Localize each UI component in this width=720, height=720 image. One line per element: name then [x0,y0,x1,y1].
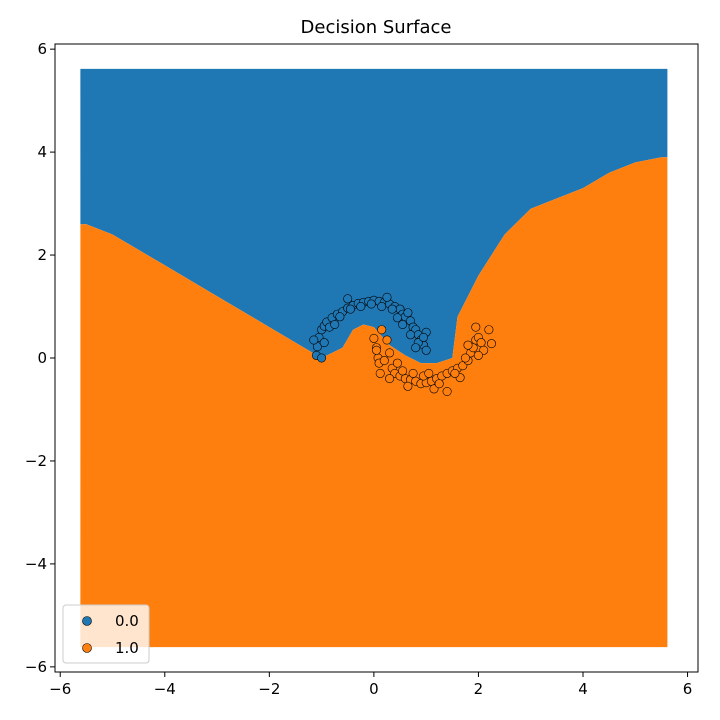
point-series-1-31 [471,322,481,332]
y-tick-label-2: −2 [25,452,47,470]
x-tick-label-2: −2 [258,680,280,698]
point-series-0-43 [343,294,353,304]
x-tick-label-6: 6 [683,680,693,698]
point-series-0-42 [309,335,319,345]
point-series-1-48 [463,340,473,350]
point-series-0-38 [387,304,397,314]
point-series-0-31 [319,338,329,348]
x-tick-label-1: −4 [154,680,176,698]
point-series-1-45 [424,368,434,378]
point-series-1-5 [379,356,389,366]
point-series-0-48 [392,313,402,323]
point-series-0-44 [382,292,392,302]
point-series-1-42 [371,345,381,355]
decision-surface-layer [80,68,668,648]
legend-marker-1 [82,643,92,653]
point-series-1-39 [442,386,452,396]
legend-label-0: 0.0 [115,612,139,630]
point-series-1-43 [385,374,395,384]
point-series-0-37 [377,301,387,311]
point-series-0-49 [411,343,421,353]
point-series-1-34 [392,358,402,368]
point-series-1-46 [434,379,444,389]
point-series-0-28 [421,345,431,355]
point-series-1-0 [369,333,379,343]
y-tick-label-3: 0 [37,349,47,367]
point-series-0-40 [405,330,415,340]
point-series-1-44 [403,381,413,391]
point-series-0-33 [335,312,345,322]
training-points-layer [309,292,496,396]
point-series-1-33 [382,335,392,345]
x-tick-label-5: 4 [578,680,588,698]
point-series-0-47 [330,319,340,329]
region-class-0 [80,68,668,364]
region-class-1 [80,157,668,648]
axes-layer: −6 −4 −2 0 2 4 6 −6 −4 −2 0 2 4 6 [25,40,692,698]
point-series-1-30 [486,339,496,349]
point-series-1-36 [408,368,418,378]
y-tick-label-6: 6 [37,40,47,58]
point-series-0-39 [398,319,408,329]
point-series-1-32 [377,325,387,335]
x-tick-label-0: −6 [49,680,71,698]
y-tick-label-5: 4 [37,143,47,161]
point-series-1-27 [476,338,486,348]
legend-marker-0 [82,616,92,626]
legend: 0.0 1.0 [62,604,150,664]
point-series-0-45 [403,308,413,318]
point-series-0-46 [418,332,428,342]
legend-label-1: 1.0 [115,639,139,657]
point-series-1-6 [385,348,395,358]
point-series-1-35 [398,366,408,376]
point-series-0-30 [317,353,327,363]
x-tick-label-4: 2 [474,680,484,698]
point-series-0-34 [345,304,355,314]
y-tick-label-1: −4 [25,555,47,573]
y-tick-label-0: −6 [25,658,47,676]
point-series-1-29 [484,325,494,335]
point-series-1-49 [473,350,483,360]
x-tick-label-3: 0 [369,680,379,698]
point-series-1-4 [375,368,385,378]
point-series-0-36 [366,299,376,309]
point-series-0-35 [356,301,366,311]
chart-title: Decision Surface [301,17,452,38]
point-series-1-47 [450,368,460,378]
y-tick-label-4: 2 [37,246,47,264]
point-series-1-41 [460,353,470,363]
